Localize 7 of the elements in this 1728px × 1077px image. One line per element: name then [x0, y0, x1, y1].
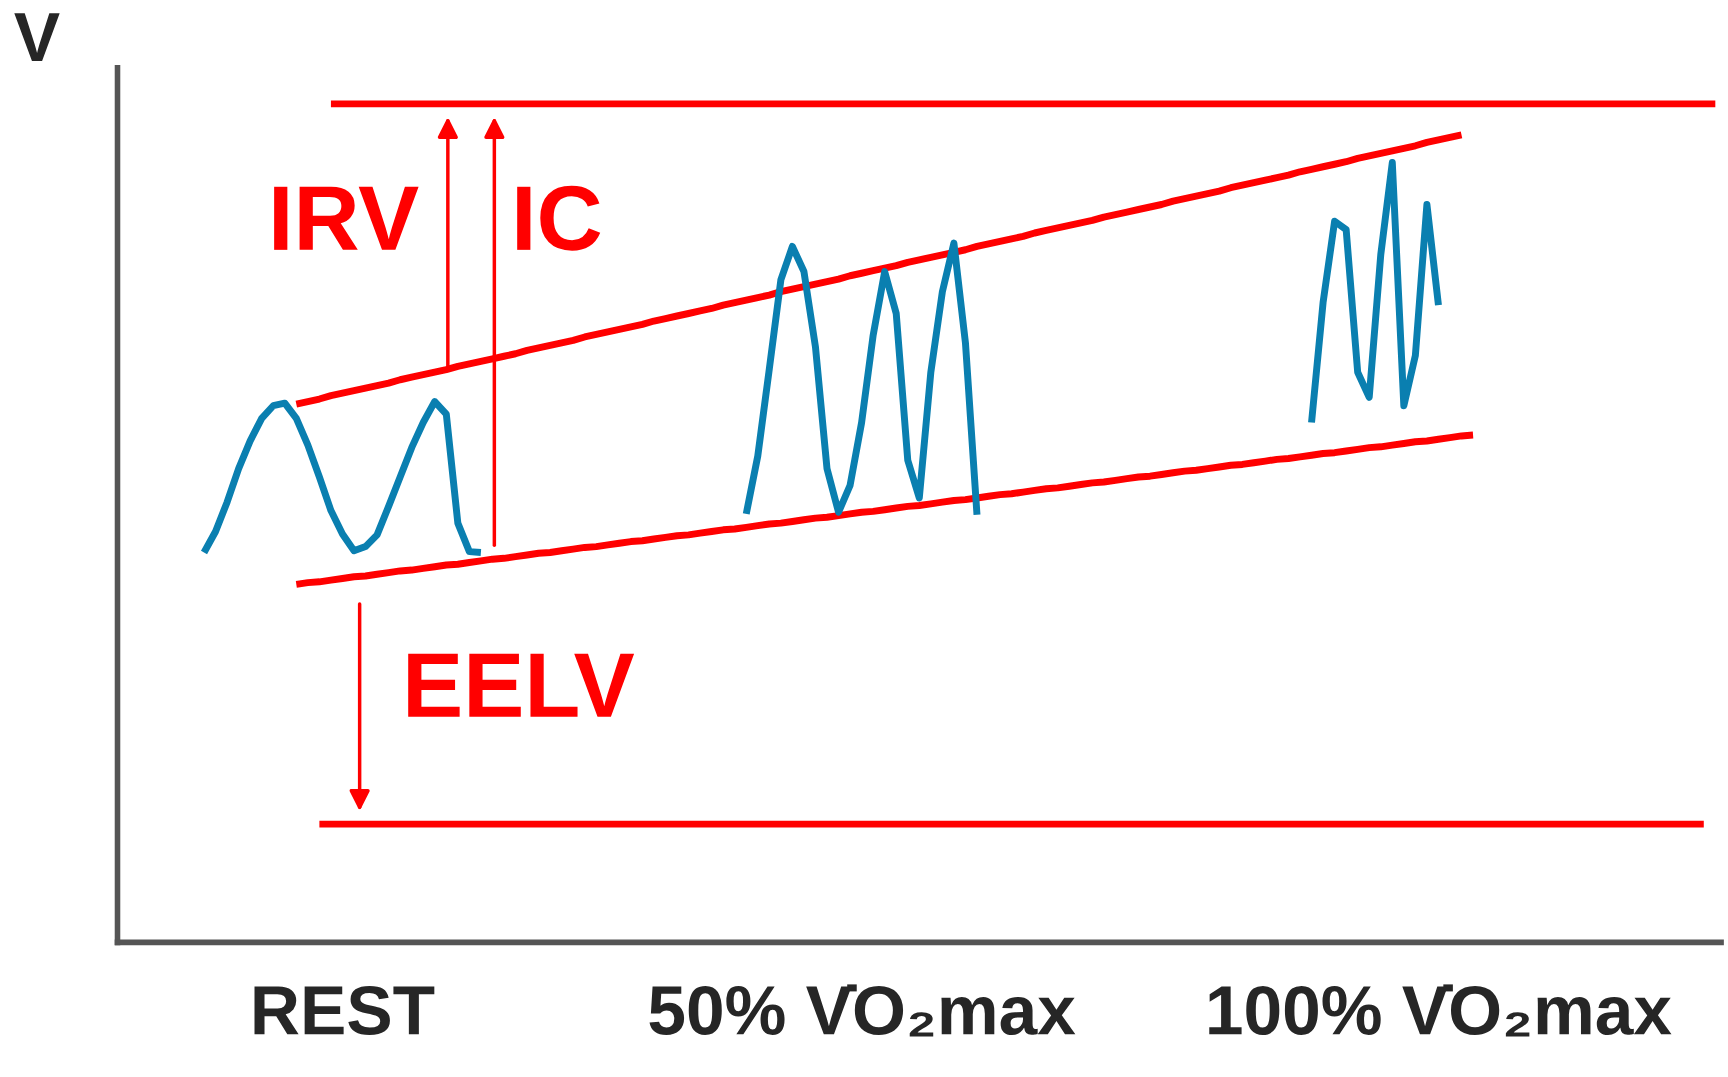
x-tick-label: REST: [254, 985, 435, 1036]
annotation: IRV: [274, 186, 419, 250]
x-tick-label: 100% V̇O₂max: [1209, 984, 1672, 1037]
y-axis-title: V: [14, 13, 60, 62]
annotation: IC: [517, 185, 601, 251]
x-tick-label: 50% V̇O₂max: [649, 984, 1076, 1037]
annotation: EELV: [408, 653, 635, 717]
